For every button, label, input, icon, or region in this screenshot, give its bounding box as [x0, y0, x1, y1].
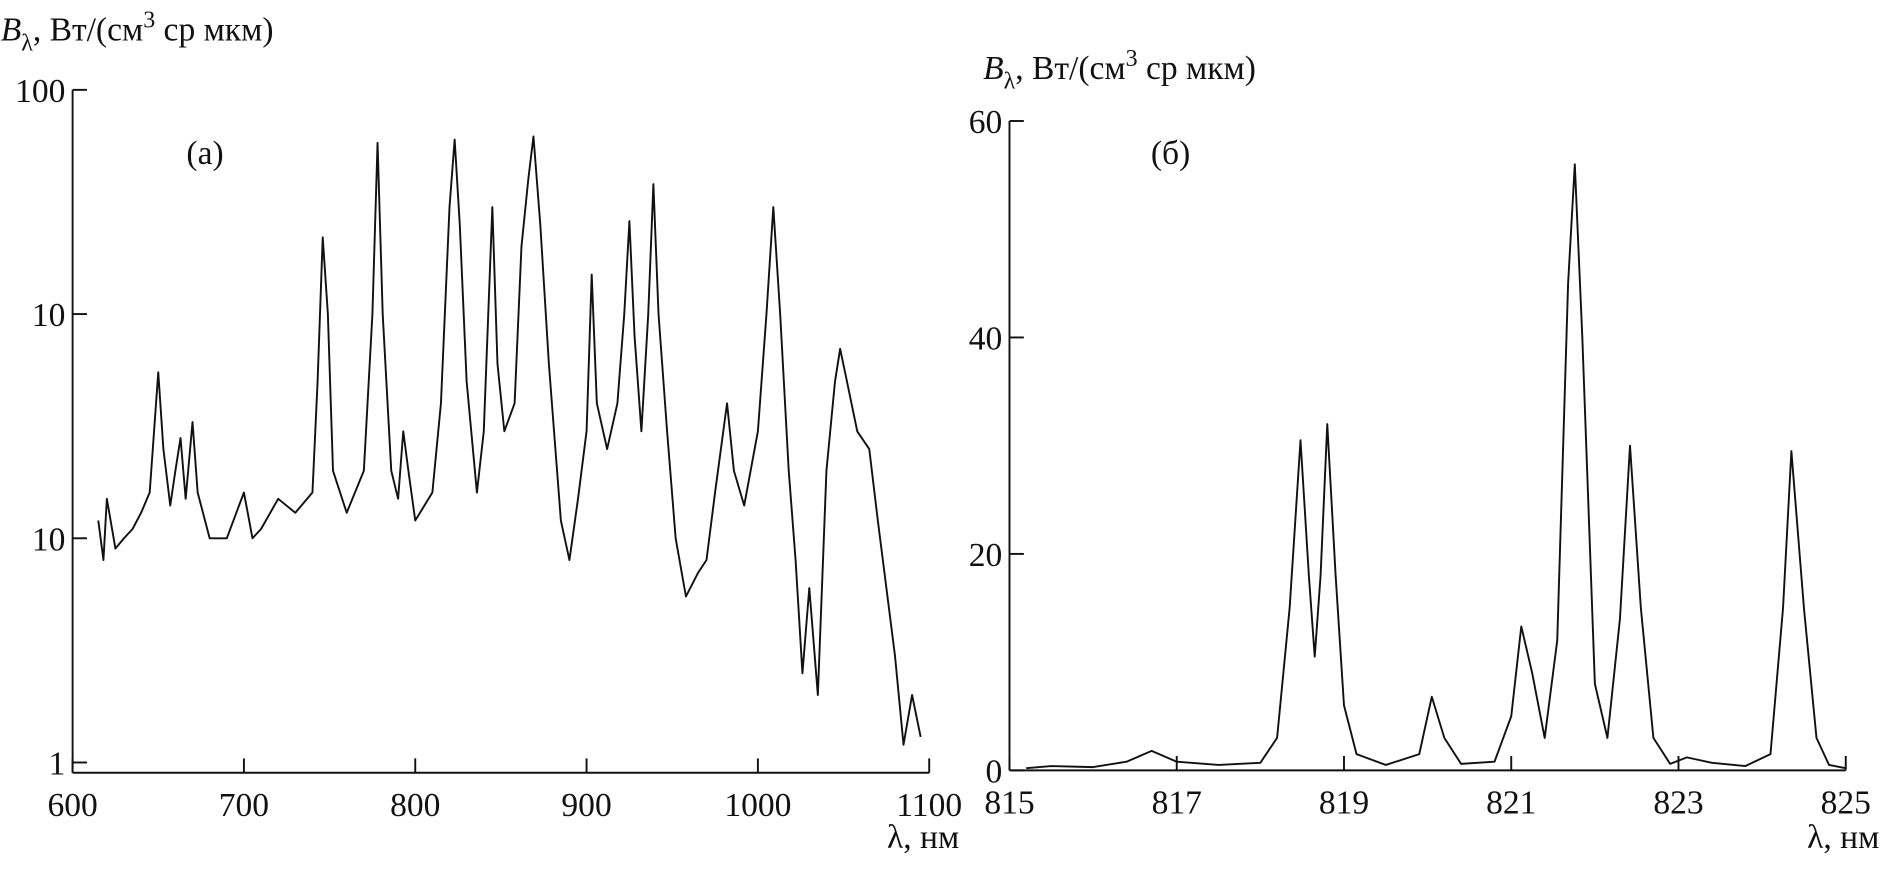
x-tick-label: 819 — [1319, 784, 1369, 821]
y-tick-label: 20 — [969, 537, 1003, 574]
y-label-superscript: 3 — [1126, 46, 1138, 72]
x-axis-label: λ, нм — [887, 819, 959, 856]
x-tick-label: 823 — [1653, 784, 1703, 821]
x-tick-label: 1100 — [896, 787, 962, 824]
y-tick-label: 60 — [969, 104, 1003, 141]
y-tick-label: 0 — [986, 753, 1003, 790]
y-axis-label: Bλ, Вт/(см3 ср мкм) — [983, 46, 1256, 95]
x-tick-label: 600 — [47, 787, 97, 824]
y-tick-label: 10 — [32, 521, 66, 558]
y-tick-label: 40 — [969, 320, 1003, 357]
panel-label: (б) — [1151, 135, 1190, 172]
y-tick-label: 1 — [49, 745, 66, 782]
x-tick-label: 815 — [984, 784, 1034, 821]
spectrum-line — [97, 135, 922, 746]
x-tick-label: 825 — [1821, 784, 1871, 821]
y-tick-label: 10 — [32, 297, 66, 334]
y-label-superscript: 3 — [143, 8, 155, 34]
panel: 0 20 40 60 815 817 819 821 823 825 Bλ, Вт/(см3 ср … — [969, 46, 1880, 856]
y-tick-label: 100 — [15, 73, 65, 110]
x-tick-label: 700 — [219, 787, 269, 824]
x-tick-label: 800 — [390, 787, 440, 824]
panel-label: (а) — [186, 135, 223, 172]
x-axis-label: λ, нм — [1807, 819, 1879, 856]
y-label-symbol: B — [1, 12, 21, 49]
x-tick-label: 821 — [1486, 784, 1536, 821]
y-label-subscript: λ — [21, 30, 33, 56]
spectrum-line — [1026, 163, 1846, 770]
y-axis-label: Bλ, Вт/(см3 ср мкм) — [1, 8, 274, 57]
y-label-unit: , Вт/(см — [33, 12, 143, 49]
panel: 1 10 10 100 600 700 800 900 1000 1100 Bλ, Вт/(см3 … — [1, 8, 962, 857]
x-tick-label: 1000 — [724, 787, 791, 824]
x-tick-label: 900 — [561, 787, 611, 824]
y-label-unit: , Вт/(см — [1015, 50, 1125, 87]
y-label-unit-end: ср мкм) — [155, 12, 273, 49]
y-label-subscript: λ — [1004, 69, 1016, 95]
y-label-unit-end: ср мкм) — [1138, 50, 1256, 87]
x-tick-label: 817 — [1152, 784, 1202, 821]
y-label-symbol: B — [983, 50, 1003, 87]
